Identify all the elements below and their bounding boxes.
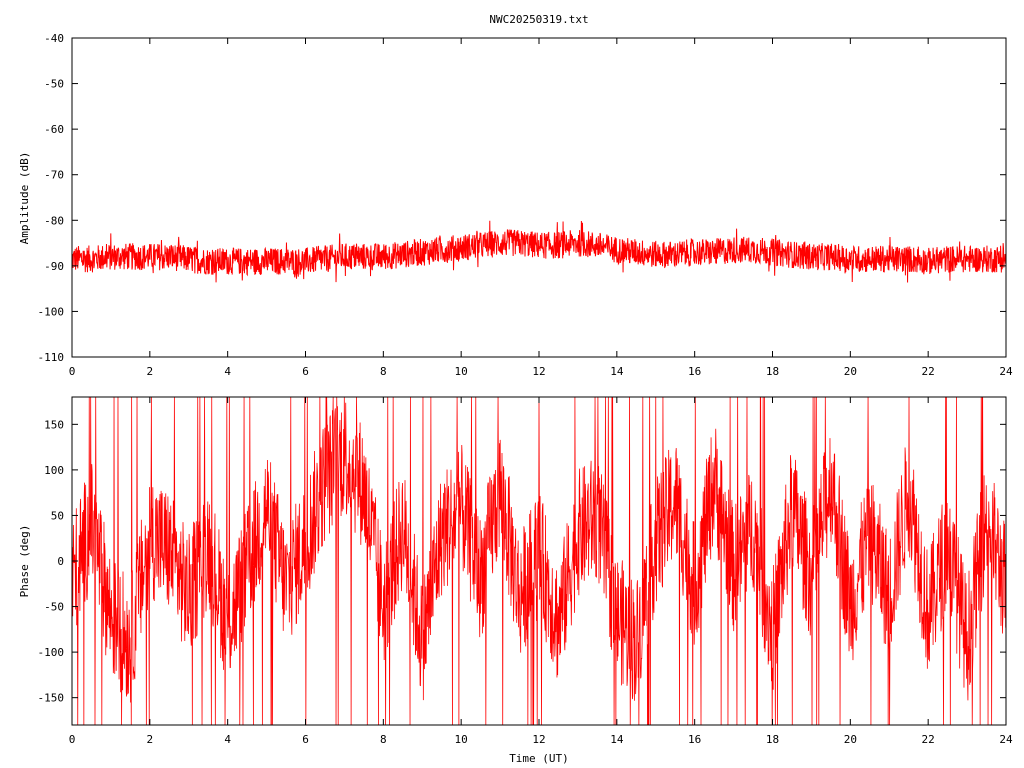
amplitude-ylabel: Amplitude (dB) [18,152,31,245]
x-tick-label: 10 [455,733,468,746]
x-tick-label: 20 [844,733,857,746]
x-tick-label: 0 [69,365,76,378]
x-tick-label: 8 [380,733,387,746]
x-tick-label: 10 [455,365,468,378]
x-tick-label: 22 [922,365,935,378]
phase-ylabel: Phase (deg) [18,525,31,598]
y-tick-label: 0 [57,555,64,568]
x-tick-label: 24 [999,365,1013,378]
amplitude-plot-frame [71,37,1007,358]
y-tick-label: -60 [44,123,64,136]
y-tick-label: 150 [44,418,64,431]
series-line [71,220,1007,283]
x-tick-label: 2 [147,365,154,378]
x-tick-label: 24 [999,733,1013,746]
phase-xlabel: Time (UT) [509,752,569,765]
x-tick-label: 6 [302,733,309,746]
x-tick-label: 2 [147,733,154,746]
y-tick-label: -80 [44,214,64,227]
phase-ticks: 0 2 4 6 8 10 12 14 16 18 20 22 24150100500-50-100-15… [38,397,1013,746]
x-tick-label: 4 [224,733,231,746]
y-tick-label: -40 [44,32,64,45]
x-tick-label: 8 [380,365,387,378]
amplitude-panel: 0 2 4 6 8 10 12 14 16 18 20 22 24-40-50-60-70-80-90-… [18,32,1013,378]
chart-title: NWC20250319.txt [489,13,588,26]
x-tick-label: 16 [688,365,701,378]
y-tick-label: 100 [44,464,64,477]
x-tick-label: 4 [224,365,231,378]
phase-series [71,396,1007,726]
y-tick-label: 50 [51,509,64,522]
y-tick-label: -70 [44,169,64,182]
x-tick-label: 16 [688,733,701,746]
series-line [71,396,1007,726]
y-tick-label: -100 [38,305,65,318]
x-tick-label: 20 [844,365,857,378]
y-tick-label: -100 [38,646,65,659]
x-tick-label: 22 [922,733,935,746]
phase-panel: 0 2 4 6 8 10 12 14 16 18 20 22 24150100500-50-100-15… [18,396,1013,765]
x-tick-label: 14 [610,365,624,378]
x-tick-label: 12 [532,733,545,746]
amplitude-series [71,220,1007,283]
x-tick-label: 12 [532,365,545,378]
y-tick-label: -150 [38,692,65,705]
y-tick-label: -110 [38,351,65,364]
x-tick-label: 14 [610,733,624,746]
y-tick-label: -50 [44,601,64,614]
y-tick-label: -50 [44,78,64,91]
amplitude-ticks: 0 2 4 6 8 10 12 14 16 18 20 22 24-40-50-60-70-80-90-… [38,32,1013,378]
y-tick-label: -90 [44,260,64,273]
x-tick-label: 18 [766,365,779,378]
x-tick-label: 18 [766,733,779,746]
x-tick-label: 0 [69,733,76,746]
x-tick-label: 6 [302,365,309,378]
